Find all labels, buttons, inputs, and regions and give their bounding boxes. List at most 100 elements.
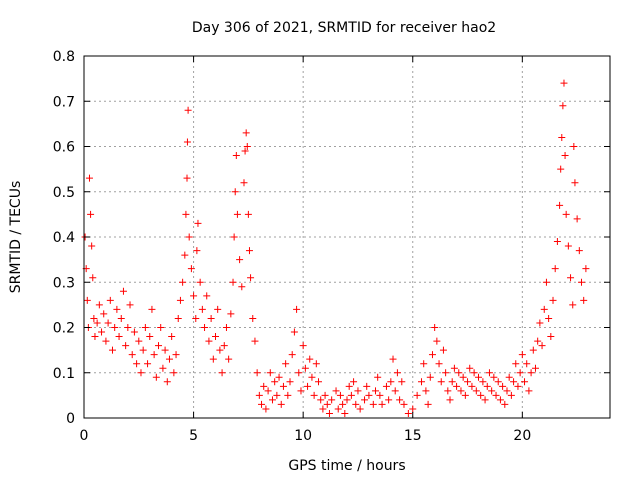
data-point xyxy=(130,328,138,336)
data-point xyxy=(238,283,246,291)
data-point xyxy=(102,337,110,345)
x-tick-label: 0 xyxy=(80,428,89,444)
data-point xyxy=(503,387,511,395)
data-point xyxy=(400,400,408,408)
data-point xyxy=(496,396,504,404)
data-point xyxy=(126,301,134,309)
data-point xyxy=(119,287,127,295)
axis-ticks xyxy=(83,55,610,419)
data-point xyxy=(229,278,237,286)
data-point xyxy=(512,360,520,368)
data-point xyxy=(168,333,176,341)
data-point xyxy=(558,133,566,141)
data-point xyxy=(232,152,240,160)
data-point xyxy=(295,369,303,377)
data-point xyxy=(439,346,447,354)
data-point xyxy=(433,337,441,345)
data-point xyxy=(466,364,474,372)
data-point xyxy=(444,387,452,395)
data-point xyxy=(196,278,204,286)
data-point xyxy=(111,324,119,331)
data-point xyxy=(231,188,239,196)
data-point xyxy=(212,333,219,341)
data-point xyxy=(133,360,141,368)
data-point xyxy=(284,391,292,399)
data-point xyxy=(183,174,191,182)
data-point xyxy=(365,391,373,399)
data-point xyxy=(312,360,320,368)
data-point xyxy=(190,292,198,300)
data-point xyxy=(488,387,496,395)
data-point xyxy=(135,337,143,345)
data-point xyxy=(205,337,213,345)
data-point xyxy=(389,355,397,363)
data-point xyxy=(290,328,298,336)
data-point xyxy=(176,296,184,304)
data-point xyxy=(455,369,463,377)
data-point xyxy=(534,337,542,345)
data-point xyxy=(236,256,244,264)
data-point xyxy=(424,400,432,408)
data-point xyxy=(157,324,165,331)
data-point xyxy=(182,210,190,218)
data-point xyxy=(297,387,305,395)
data-point xyxy=(89,274,97,282)
data-point xyxy=(104,319,112,327)
data-point xyxy=(385,396,393,404)
data-point xyxy=(98,328,106,336)
data-point xyxy=(347,391,355,399)
data-point xyxy=(470,369,478,377)
data-point xyxy=(413,391,421,399)
data-points xyxy=(81,79,590,417)
data-point xyxy=(356,405,364,413)
data-point xyxy=(222,324,230,331)
data-point xyxy=(100,310,108,318)
data-point xyxy=(562,210,570,218)
data-point xyxy=(230,233,238,241)
data-point xyxy=(201,324,209,331)
data-point xyxy=(233,210,241,218)
data-point xyxy=(409,405,417,413)
data-point xyxy=(95,301,103,309)
data-point xyxy=(477,391,485,399)
data-point xyxy=(159,364,167,372)
data-point xyxy=(453,382,461,390)
data-point xyxy=(247,274,255,282)
data-point xyxy=(499,382,507,390)
data-point xyxy=(328,396,336,404)
data-point xyxy=(382,382,390,390)
data-point xyxy=(299,342,307,350)
data-point xyxy=(435,360,443,368)
data-point xyxy=(321,391,329,399)
data-point xyxy=(507,391,515,399)
data-point xyxy=(479,378,487,386)
data-point xyxy=(475,373,482,381)
data-point xyxy=(170,369,178,377)
data-point xyxy=(306,355,314,363)
data-point xyxy=(571,179,579,187)
data-point xyxy=(243,143,251,150)
data-point xyxy=(374,373,382,381)
data-point xyxy=(549,296,557,304)
data-point xyxy=(286,378,294,386)
data-point xyxy=(282,360,290,368)
data-point xyxy=(279,382,287,390)
data-point xyxy=(124,324,132,331)
data-point xyxy=(181,251,189,259)
data-point xyxy=(113,305,121,313)
data-point xyxy=(341,409,349,417)
data-point xyxy=(361,396,369,404)
data-point xyxy=(461,391,469,399)
data-point xyxy=(209,355,217,363)
data-point xyxy=(551,265,559,273)
data-point xyxy=(179,278,187,286)
data-point xyxy=(183,138,191,146)
data-point xyxy=(490,373,498,381)
data-point xyxy=(319,405,327,413)
data-point xyxy=(325,409,333,417)
data-point xyxy=(161,346,169,354)
gridlines xyxy=(84,56,610,418)
data-point xyxy=(567,274,575,282)
data-point xyxy=(527,369,535,377)
data-point xyxy=(241,147,249,155)
